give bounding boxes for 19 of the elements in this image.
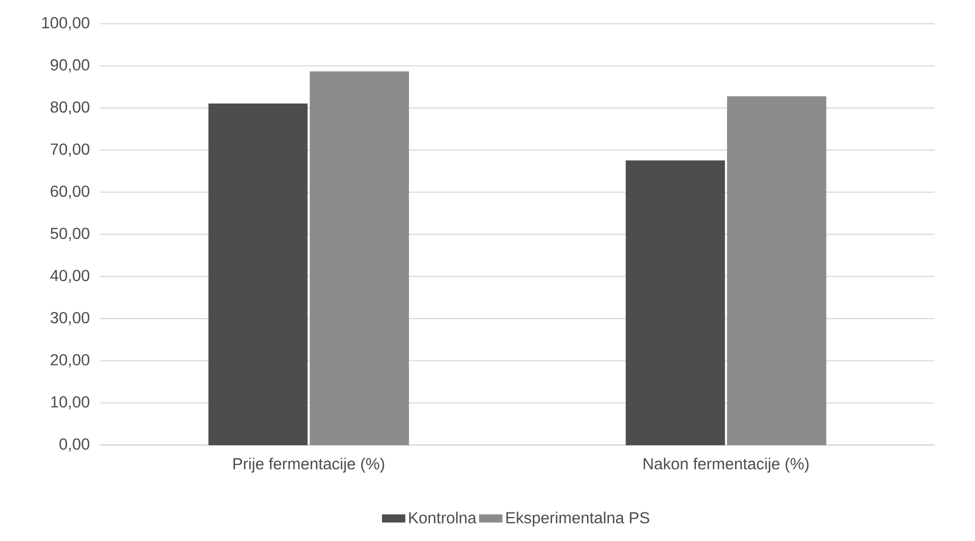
y-tick-label: 30,00 xyxy=(50,312,90,326)
bar xyxy=(208,103,308,446)
bar xyxy=(727,96,826,446)
y-tick-label: 90,00 xyxy=(50,59,90,72)
bar xyxy=(626,160,725,446)
legend-label: Eksperimentalna PS xyxy=(506,512,650,527)
y-tick-label: 100,00 xyxy=(42,17,90,30)
x-tick-label: Nakon fermentacije (%) xyxy=(644,458,809,473)
bar xyxy=(310,71,409,446)
y-tick-label: 70,00 xyxy=(50,143,90,157)
legend-label: Kontrolna xyxy=(409,512,476,524)
y-tick-label: 60,00 xyxy=(50,186,90,199)
y-tick-label: 10,00 xyxy=(51,396,90,410)
y-tick-label: 50,00 xyxy=(50,228,90,241)
y-tick-label: 80,00 xyxy=(50,101,90,115)
y-tick-label: 0,00 xyxy=(59,438,90,452)
y-tick-label: 40,00 xyxy=(50,270,90,284)
x-tick-label: Prije fermentacije (%) xyxy=(234,458,384,473)
y-tick-label: 20,00 xyxy=(50,354,90,368)
